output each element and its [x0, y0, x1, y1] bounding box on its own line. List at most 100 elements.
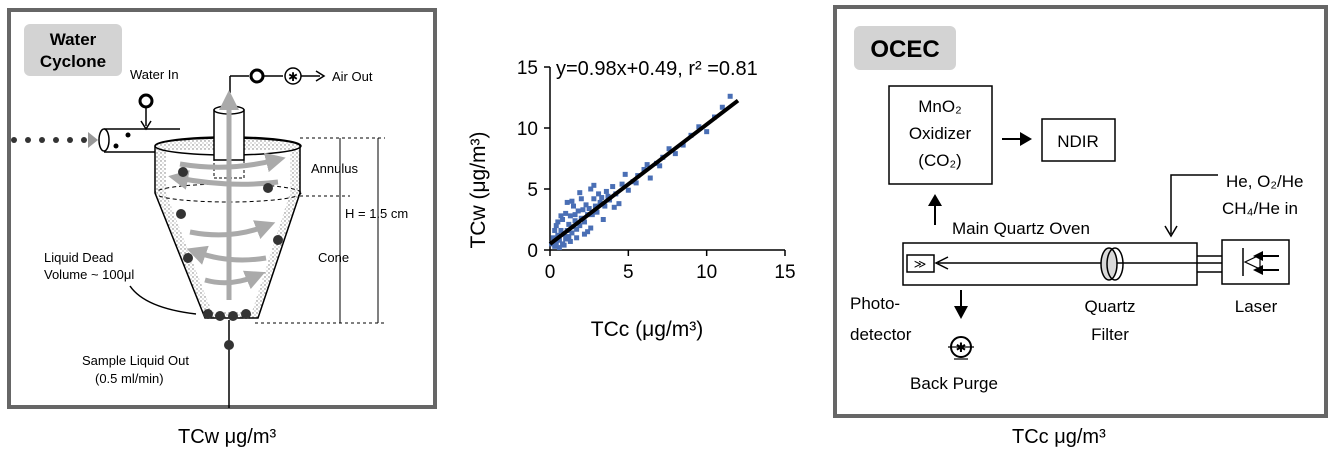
water-in-label: Water In: [130, 67, 179, 82]
air-out-label: Air Out: [332, 69, 373, 84]
x-tick-label: 15: [774, 262, 795, 283]
oxidizer-line3: (CO₂): [918, 151, 961, 170]
x-tick-label: 5: [623, 262, 634, 283]
data-point: [657, 163, 663, 169]
data-point: [574, 226, 580, 232]
data-point: [625, 187, 631, 193]
back-purge-pump-icon: ✱: [948, 290, 974, 360]
filter-line2: Filter: [1091, 325, 1129, 344]
data-point: [556, 245, 562, 251]
data-point: [666, 146, 672, 152]
chart-points: [549, 93, 733, 251]
data-point: [563, 236, 569, 242]
data-point: [558, 227, 564, 233]
data-point: [600, 217, 606, 222]
to-ndir-arrow-icon: [1002, 132, 1032, 146]
data-point: [588, 186, 594, 192]
data-point: [553, 223, 559, 229]
particle-dots-icon: [176, 167, 283, 350]
chart-xlabel: TCc (μg/m³): [591, 318, 703, 341]
data-point: [619, 181, 625, 187]
ocec-frame: [833, 5, 1328, 418]
data-point: [611, 204, 617, 210]
data-point: [605, 193, 611, 199]
back-purge-label: Back Purge: [910, 374, 998, 393]
dead-volume-pointer-icon: [129, 285, 197, 315]
data-point: [594, 209, 600, 215]
data-point: [558, 213, 564, 219]
data-point: [567, 238, 573, 244]
ocec-diagram: OCEC MnO₂ Oxidizer (CO₂) NDIR He, O₂/He …: [833, 5, 1328, 418]
cyclone-title-badge: [24, 24, 122, 76]
quartz-filter-icon: [1100, 247, 1124, 281]
cone-label: Cone: [318, 250, 349, 265]
data-point: [577, 190, 583, 196]
data-point: [569, 230, 575, 236]
data-point: [589, 212, 595, 218]
regression-line: [548, 98, 740, 246]
data-point: [603, 188, 609, 194]
ocec-caption: TCc μg/m³: [1012, 426, 1106, 448]
data-point: [560, 217, 566, 222]
data-point: [647, 175, 653, 181]
data-point: [567, 213, 573, 219]
oxidizer-line2: Oxidizer: [909, 124, 972, 143]
data-point: [727, 93, 733, 99]
data-point: [583, 202, 589, 208]
data-point: [581, 219, 587, 225]
cyclone-title-line1: Water: [50, 30, 97, 49]
data-point: [602, 203, 608, 209]
water-in-valve-icon: [138, 93, 154, 131]
data-point: [599, 195, 605, 201]
laser-label: Laser: [1235, 297, 1278, 316]
data-point: [597, 199, 603, 205]
filter-line1: Quartz: [1084, 297, 1135, 316]
scatter-chart: 0 5 10 15 0 5 10 15 y=0.98x+0.49, r² =0.81 TCc …: [467, 58, 796, 341]
air-out-line-icon: ✱: [229, 67, 326, 93]
data-point: [556, 237, 562, 243]
water-cyclone-diagram: Water Cyclone Water In ✱ Air Out: [7, 8, 437, 409]
data-point: [680, 142, 686, 148]
gas-inlet-line1: He, O₂/He: [1226, 172, 1303, 191]
inlet-dotted-arrow-icon: [11, 132, 98, 148]
data-point: [644, 162, 650, 168]
data-point: [571, 203, 576, 209]
data-point: [574, 235, 580, 241]
svg-text:≫: ≫: [914, 257, 927, 271]
data-point: [564, 199, 570, 205]
data-point: [596, 191, 602, 197]
cyclone-caption: TCw μg/m³: [178, 426, 277, 448]
y-tick-label: 0: [527, 241, 538, 262]
data-point: [566, 234, 572, 240]
data-point: [672, 151, 678, 157]
data-point: [591, 196, 597, 202]
ocec-title-badge: [854, 26, 956, 70]
ocec-title: OCEC: [870, 36, 939, 63]
data-point: [553, 240, 559, 246]
data-point: [572, 218, 578, 224]
data-point: [569, 198, 575, 204]
data-point: [641, 166, 647, 172]
height-label: H = 1.5 cm: [345, 206, 408, 221]
svg-text:✱: ✱: [288, 70, 298, 84]
data-point: [588, 225, 594, 231]
data-point: [577, 223, 583, 229]
data-point: [633, 180, 639, 186]
x-tick-label: 10: [696, 262, 717, 283]
cyclone-frame: [7, 8, 437, 409]
gas-inlet-arrow-icon: [1164, 174, 1218, 238]
data-point: [580, 207, 586, 213]
data-point: [610, 184, 616, 190]
chart-ylabel: TCw (μg/m³): [467, 131, 490, 248]
data-point: [572, 212, 578, 218]
data-point: [586, 206, 592, 212]
dead-volume-line1: Liquid Dead: [44, 250, 113, 265]
data-point: [622, 171, 628, 177]
data-point: [616, 201, 622, 207]
data-point: [581, 231, 587, 237]
oxidizer-line1: MnO₂: [918, 97, 961, 116]
annulus-label: Annulus: [311, 161, 358, 176]
inlet-tube: [98, 128, 180, 153]
data-point: [719, 104, 725, 110]
data-point: [592, 203, 598, 209]
